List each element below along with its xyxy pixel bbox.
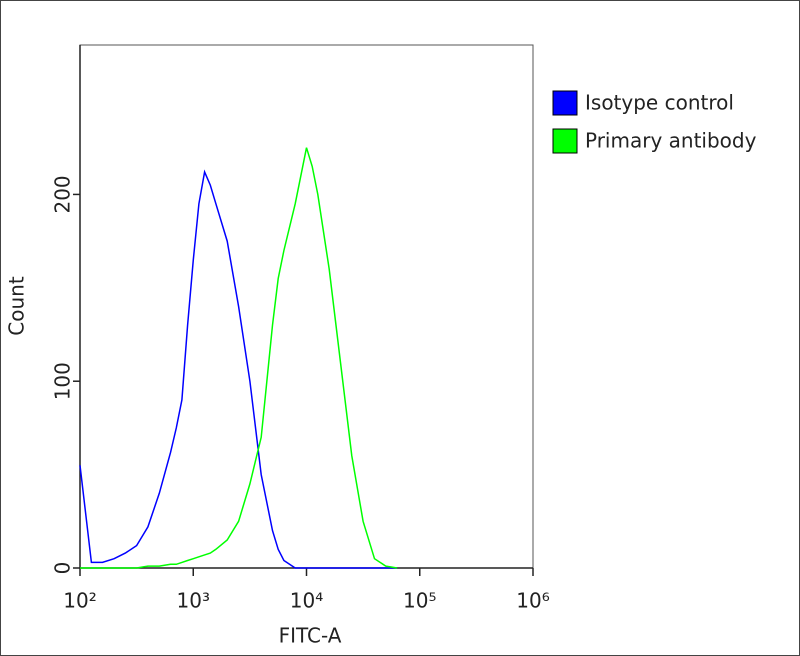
y-tick-label: 200 xyxy=(51,175,75,213)
histogram-line xyxy=(80,147,398,569)
y-tick-label: 0 xyxy=(51,562,75,575)
x-tick-label: 10³ xyxy=(177,589,210,613)
x-tick-label: 10² xyxy=(63,589,96,613)
plot-area xyxy=(79,44,534,569)
x-tick-label: 10⁵ xyxy=(403,589,436,613)
legend-swatch xyxy=(552,90,578,116)
x-axis-label: FITC-A xyxy=(279,624,342,648)
legend-swatch xyxy=(552,128,578,154)
histogram-line xyxy=(79,169,398,569)
legend-label: Isotype control xyxy=(585,91,734,115)
y-tick-label: 100 xyxy=(51,362,75,400)
x-tick-label: 10⁴ xyxy=(290,589,323,613)
x-tick-label: 10⁶ xyxy=(516,589,549,613)
legend-label: Primary antibody xyxy=(585,129,757,153)
y-axis-label: Count xyxy=(5,276,29,336)
